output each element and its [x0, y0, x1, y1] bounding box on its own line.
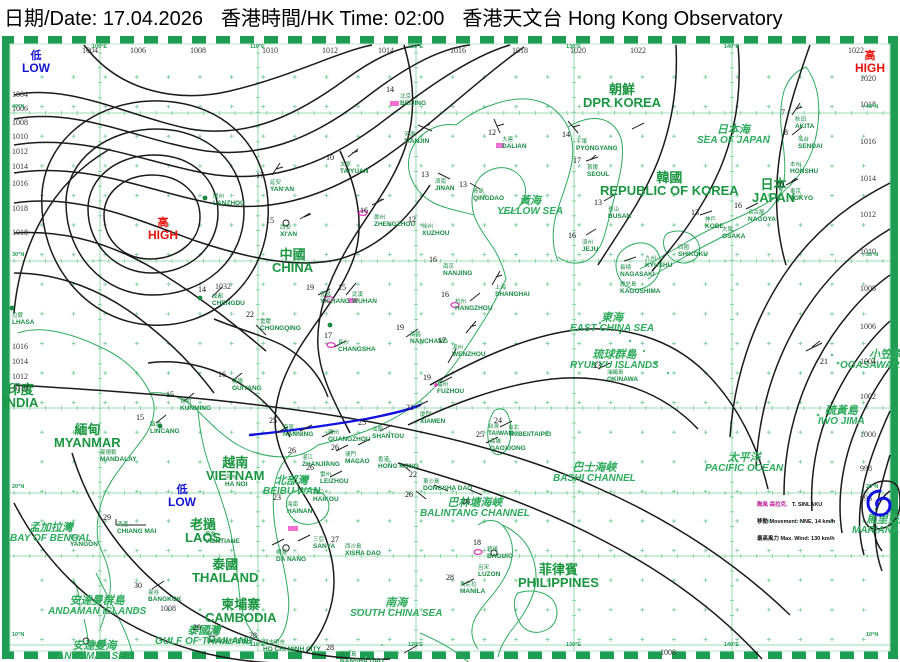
chart-header: 日期/Date: 17.04.2026 香港時間/HK Time: 02:00 … — [0, 0, 900, 33]
map-grid-layer — [2, 36, 898, 659]
surface-analysis-chart[interactable]: 中國 CHINA 印度 INDIA 緬甸 MYANMAR 越南 VIETNAM … — [0, 33, 900, 662]
typhoon-swirl-icon[interactable] — [858, 485, 898, 525]
isobar-layer — [13, 44, 900, 662]
station-plot-layer — [9, 101, 823, 654]
trough-line-layer — [248, 403, 422, 437]
header-organisation: 香港天文台 Hong Kong Observatory — [462, 8, 783, 30]
header-time: 香港時間/HK Time: 02:00 — [221, 8, 445, 30]
header-date: 日期/Date: 17.04.2026 — [4, 8, 204, 30]
